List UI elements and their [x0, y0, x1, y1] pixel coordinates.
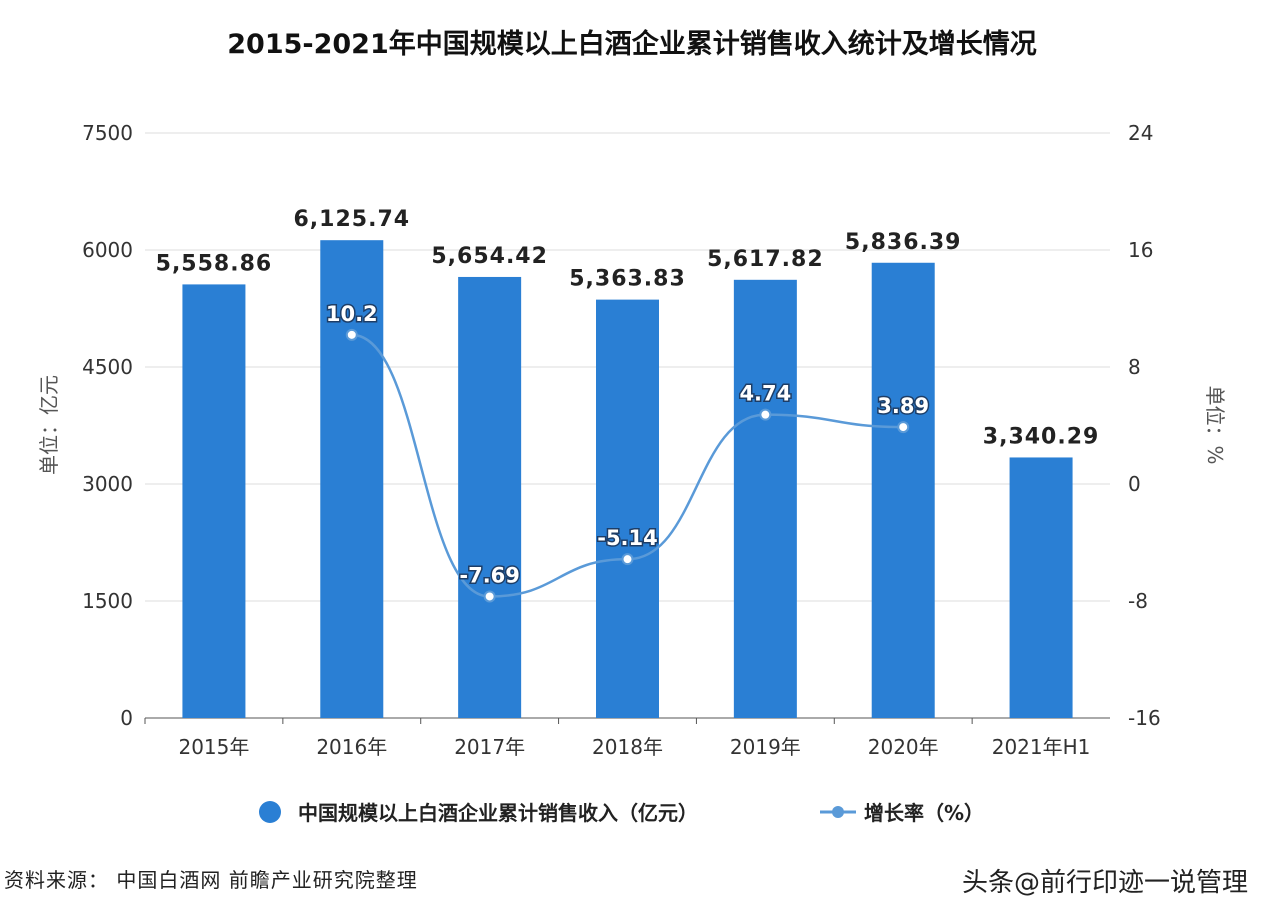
- y2-axis-label: 单位：%: [1203, 385, 1227, 464]
- growth-data-label: 10.2: [326, 302, 378, 326]
- bar: [596, 299, 659, 718]
- x-tick-label: 2021年H1: [992, 735, 1091, 759]
- y2-tick-label: -8: [1128, 589, 1148, 613]
- chart-title: 2015-2021年中国规模以上白酒企业累计销售收入统计及增长情况: [227, 29, 1037, 60]
- bar-data-label: 5,836.39: [845, 230, 962, 255]
- legend-bar-marker: [259, 801, 281, 823]
- growth-data-label: -5.14: [597, 526, 658, 550]
- bar-data-label: 3,340.29: [983, 424, 1100, 449]
- bar-data-label: 5,617.82: [707, 247, 824, 272]
- bar-data-label: 5,363.83: [569, 267, 686, 292]
- y2-tick-label: 24: [1128, 121, 1153, 145]
- growth-point: [483, 590, 496, 603]
- growth-line: [351, 333, 904, 598]
- growth-point: [345, 328, 358, 341]
- y-tick-label: 6000: [82, 238, 133, 262]
- growth-data-label: 4.74: [739, 382, 791, 406]
- y-tick-label: 7500: [82, 121, 133, 145]
- y2-tick-label: -16: [1128, 706, 1161, 730]
- legend-line-label: 增长率（%）: [864, 801, 984, 825]
- y2-tick-label: 16: [1128, 238, 1153, 262]
- y2-tick-label: 8: [1128, 355, 1141, 379]
- bar-data-label: 5,558.86: [156, 251, 273, 276]
- growth-data-label: 3.89: [877, 394, 929, 418]
- y-tick-label: 0: [120, 706, 133, 730]
- growth-point: [759, 408, 772, 421]
- bar-data-label: 5,654.42: [431, 244, 548, 269]
- growth-point: [621, 553, 634, 566]
- x-tick-label: 2017年: [454, 735, 525, 759]
- legend-bar-label: 中国规模以上白酒企业累计销售收入（亿元）: [298, 801, 698, 825]
- legend-line-dot: [832, 806, 844, 818]
- y-axis-label: 单位：亿元: [37, 375, 61, 475]
- bar: [871, 262, 935, 718]
- x-tick-label: 2016年: [316, 735, 387, 759]
- bar: [320, 240, 384, 719]
- x-tick-label: 2015年: [178, 735, 249, 759]
- bar: [1009, 457, 1073, 718]
- x-tick-label: 2018年: [592, 735, 663, 759]
- bar: [458, 276, 522, 718]
- bar: [182, 284, 246, 718]
- bar: [733, 279, 797, 718]
- growth-point: [897, 421, 910, 434]
- watermark: 头条@前行印迹一说管理: [962, 868, 1249, 898]
- source-note: 资料来源： 中国白酒网 前瞻产业研究院整理: [4, 868, 418, 892]
- y-tick-label: 4500: [82, 355, 133, 379]
- x-tick-label: 2019年: [730, 735, 801, 759]
- growth-data-label: -7.69: [459, 563, 520, 587]
- y-tick-label: 1500: [82, 589, 133, 613]
- y-tick-label: 3000: [82, 472, 133, 496]
- y2-tick-label: 0: [1128, 472, 1141, 496]
- x-tick-label: 2020年: [868, 735, 939, 759]
- bar-data-label: 6,125.74: [294, 207, 411, 232]
